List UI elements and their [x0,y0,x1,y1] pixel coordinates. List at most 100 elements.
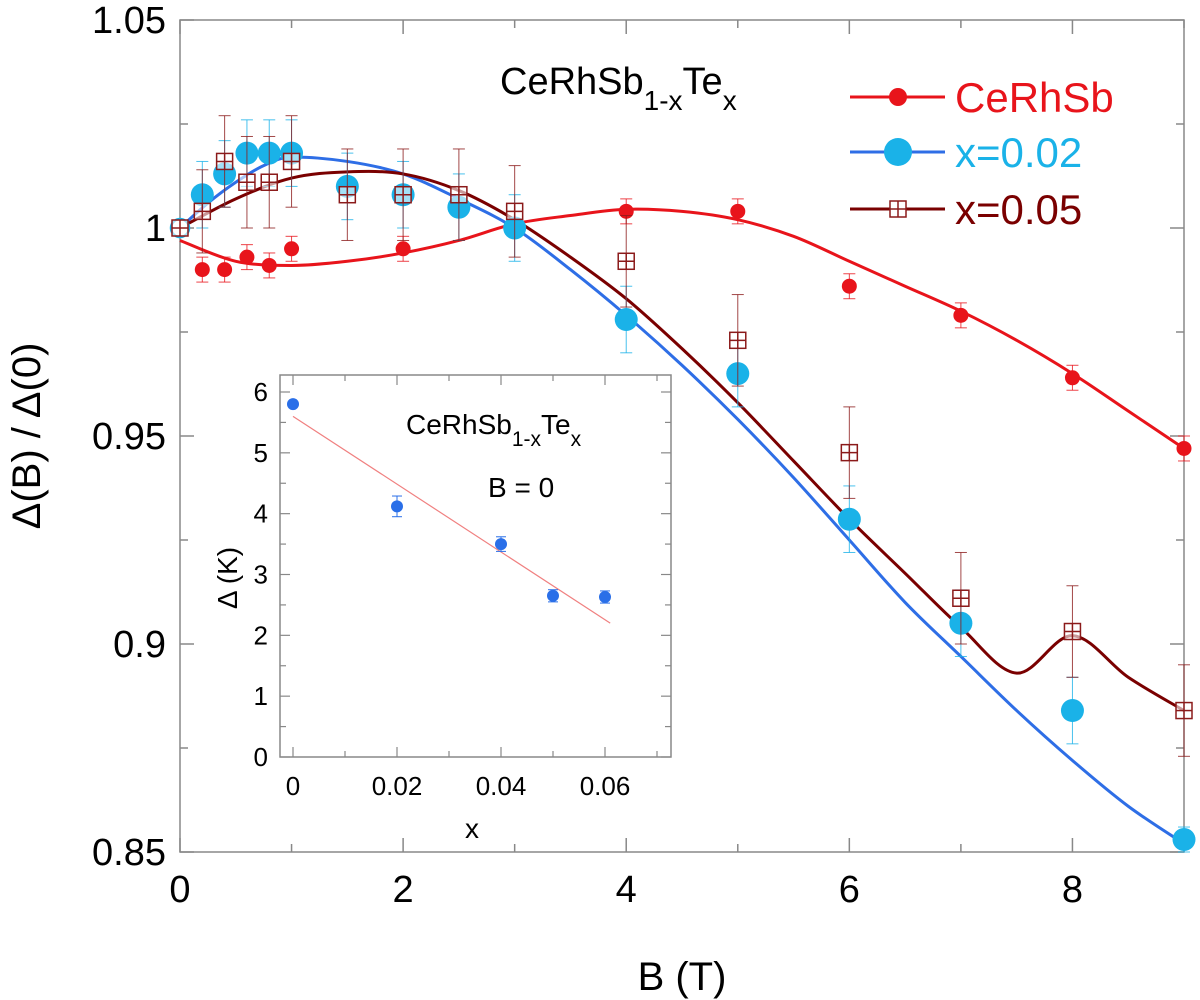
legend-entry-x005: x=0.05 [850,186,1082,233]
inset-y-tick-label: 4 [254,499,268,529]
main-point-x005 [193,169,212,254]
marker [837,507,861,531]
main-x-tick-label: 8 [1062,869,1083,911]
inset-point [287,398,299,411]
main-point-x005 [729,294,747,387]
main-point-cerhsb [239,244,255,271]
main-point-cerhsb [1064,364,1080,391]
marker [194,262,210,278]
marker [287,398,299,411]
main-point-cerhsb [261,252,277,279]
inset-y-tick-labels: 0 1 2 3 4 5 6 [254,377,268,772]
marker [547,589,559,602]
legend-marker-cerhsb [889,88,907,106]
main-point-x005 [1175,664,1193,757]
main-point-x005 [1063,585,1082,678]
main-x-tick-labels: 0 2 4 6 8 [169,869,1083,911]
inset-point [391,495,403,518]
main-y-axis-label: Δ(B) / Δ(0) [5,343,49,530]
inset-x-tick-label: 0.06 [580,771,631,801]
inset-chart: 0 0.02 0.04 0.06 0 1 2 3 4 5 6 x Δ (K) CeRhSb1-xT… [212,374,672,844]
main-x-tick-label: 6 [839,869,860,911]
main-point-x002 [1172,826,1196,853]
marker [1172,828,1196,852]
main-y-tick-label: 0.9 [113,624,166,666]
main-x-axis-label: B (T) [638,955,727,999]
main-point-x005 [338,148,357,241]
main-point-x005 [952,551,970,645]
main-axis-ticks [179,19,1185,853]
inset-x-tick-labels: 0 0.02 0.04 0.06 [286,771,631,801]
main-x-tick-label: 2 [393,869,414,911]
marker [599,591,611,604]
inset-chart-title: CeRhSb1-xTex [406,409,582,451]
main-point-cerhsb [194,256,210,283]
inset-y-tick-label: 5 [254,438,268,468]
inset-fit-line [292,415,611,624]
inset-linear-fit [292,415,611,624]
main-point-x005 [238,135,256,229]
main-chart-title: CeRhSb1-xTex [500,61,737,116]
marker [1064,370,1080,386]
legend: CeRhSb x=0.02 x=0.05 [850,74,1114,233]
main-x-tick-label: 0 [169,869,190,911]
main-x-tick-label: 4 [616,869,637,911]
main-point-cerhsb [730,198,746,225]
main-point-x005 [171,219,189,237]
marker [953,307,969,323]
inset-y-tick-label: 1 [254,681,268,711]
marker [1060,699,1084,723]
main-y-tick-label: 1 [145,208,166,250]
legend-entry-x002: x=0.02 [850,129,1082,176]
inset-x-tick-label: 0 [286,771,300,801]
main-point-x005 [282,115,301,208]
legend-marker-x002 [884,138,912,166]
main-point-x005 [505,165,524,258]
main-y-tick-labels: 0.85 0.9 0.95 1 1.05 [92,0,166,874]
main-y-tick-label: 0.95 [92,416,166,458]
main-y-tick-label: 1.05 [92,0,166,42]
main-data-points [169,115,1196,853]
main-fit-x005 [179,169,1185,712]
inset-x-tick-label: 0.02 [372,771,423,801]
inset-subtitle: B = 0 [488,472,554,503]
legend-marker-x005 [889,200,907,218]
inset-point [495,536,507,552]
marker [841,278,857,294]
inset-y-axis-label: Δ (K) [212,547,243,609]
legend-entry-cerhsb: CeRhSb [850,74,1114,121]
inset-point [547,589,559,603]
inset-y-tick-label: 6 [254,377,268,407]
marker [284,241,300,257]
marker [261,257,277,273]
marker [217,262,233,278]
main-point-cerhsb [1176,435,1192,462]
marker [495,538,507,551]
marker [614,308,638,332]
inset-y-tick-label: 0 [254,742,268,772]
main-point-x005 [840,406,859,499]
inset-y-tick-label: 3 [254,560,268,590]
marker [1176,440,1192,456]
main-point-x005 [215,115,234,208]
legend-label-x005: x=0.05 [955,186,1082,233]
inset-y-tick-label: 2 [254,620,268,650]
main-point-x005 [394,148,412,241]
inset-x-axis-label: x [465,813,479,844]
inset-data-points [287,398,611,604]
inset-axis-ticks [280,375,671,758]
inset-plot-frame [279,374,672,758]
main-point-cerhsb [284,235,300,262]
marker [239,249,255,265]
marker [730,203,746,219]
main-fit-cerhsb [179,207,1185,450]
main-point-cerhsb [953,302,969,329]
main-point-x002 [1060,676,1084,745]
main-point-cerhsb [841,273,857,300]
marker [391,500,403,513]
inset-point [599,590,611,604]
inset-x-tick-label: 0.04 [476,771,527,801]
main-point-x005 [617,215,635,308]
legend-label-x002: x=0.02 [955,129,1082,176]
